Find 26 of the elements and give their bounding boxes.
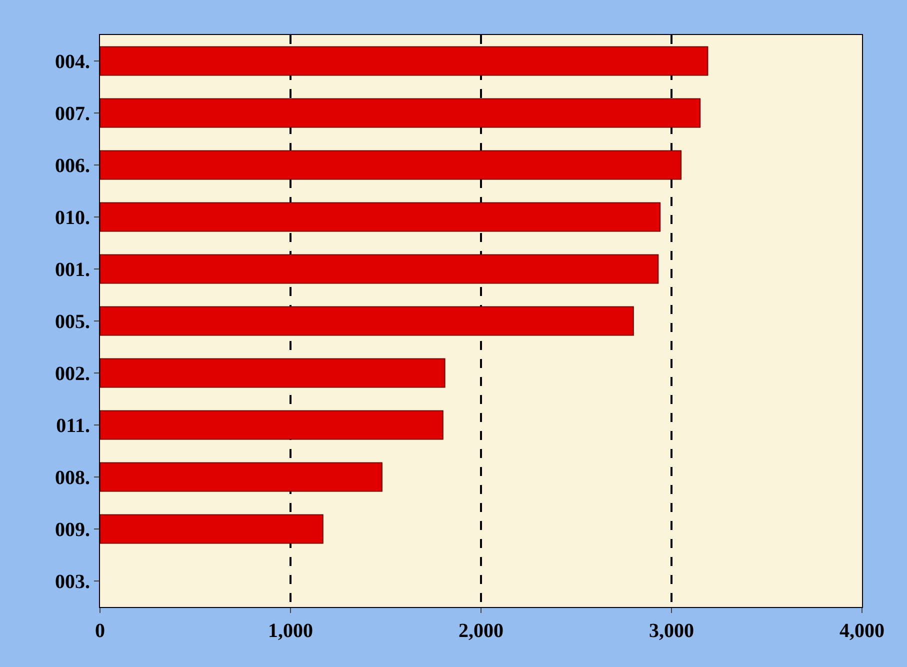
y-tick-label: 004. [55, 51, 90, 73]
bar [100, 358, 446, 388]
y-tick-label: 001. [55, 259, 90, 281]
bar [100, 150, 682, 180]
bar [100, 462, 382, 492]
y-tick-label: 002. [55, 363, 90, 385]
bar [100, 514, 324, 544]
x-tick-label: 0 [95, 620, 105, 642]
y-tick-label: 008. [55, 467, 90, 489]
bar [100, 98, 701, 128]
y-tick-label: 007. [55, 103, 90, 125]
bar [100, 410, 444, 440]
y-tick-label: 003. [55, 571, 90, 593]
y-tick-label: 005. [55, 311, 90, 333]
y-tick-label: 011. [56, 415, 90, 437]
bar [100, 202, 661, 232]
bar [100, 254, 659, 284]
bar [100, 306, 634, 336]
x-tick-label: 2,000 [458, 620, 504, 642]
bar [100, 46, 708, 76]
x-tick-label: 4,000 [840, 620, 884, 642]
y-tick-label: 010. [55, 207, 90, 229]
x-tick-label: 1,000 [268, 620, 313, 642]
y-tick-label: 006. [55, 155, 90, 177]
y-tick-label: 009. [55, 519, 90, 541]
x-tick-label: 3,000 [649, 620, 694, 642]
